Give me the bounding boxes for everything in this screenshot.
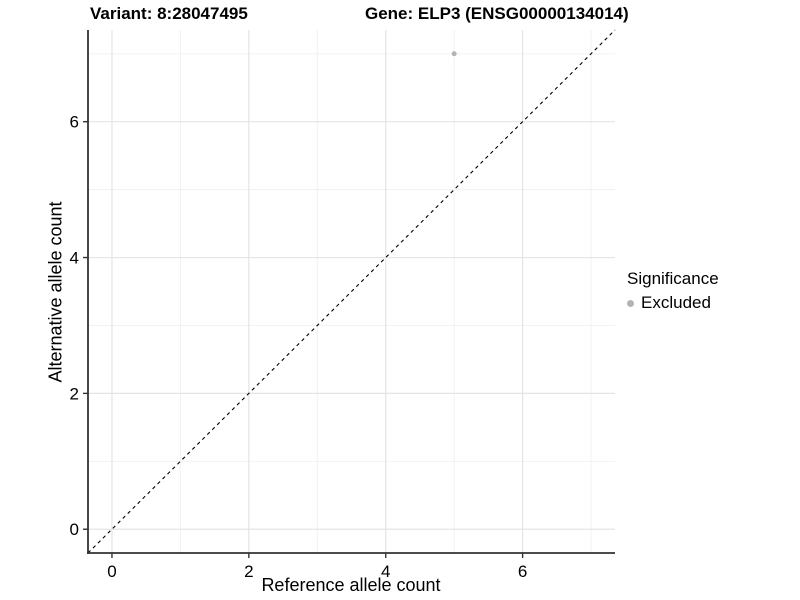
y-tick-label: 6 [70,113,79,132]
legend-title: Significance [627,269,719,288]
y-tick-label: 0 [70,520,79,539]
x-tick-label: 0 [107,562,116,581]
x-tick-label: 6 [518,562,527,581]
y-axis-title: Alternative allele count [45,201,66,383]
x-tick-label: 2 [244,562,253,581]
y-tick-label: 2 [70,384,79,403]
legend-item-label: Excluded [641,293,711,312]
legend: Significance Excluded [627,269,719,313]
y-tick-label: 4 [70,249,79,268]
x-axis-title: Reference allele count [261,575,441,595]
data-point [451,51,457,57]
legend-item-excluded: Excluded [627,293,719,313]
identity-reference-line [87,29,616,554]
excluded-point-icon [627,299,634,307]
variant-title: Variant: 8:28047495 [90,4,248,23]
gene-title: Gene: ELP3 (ENSG00000134014) [365,4,629,23]
x-tick-label: 4 [381,562,390,581]
